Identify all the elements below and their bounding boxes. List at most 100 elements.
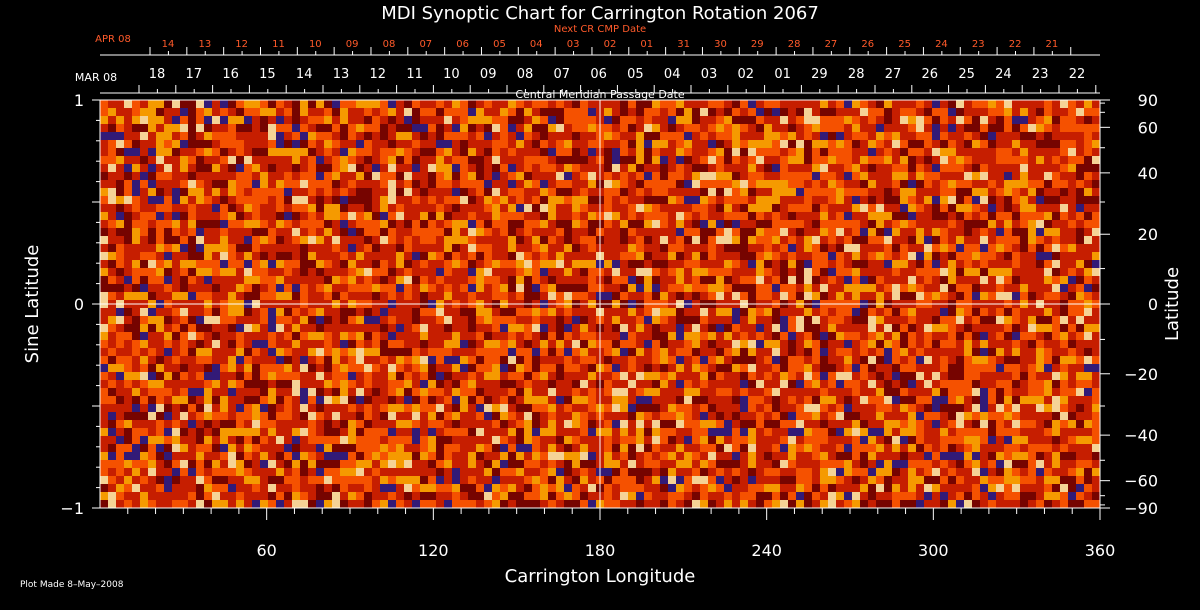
heatmap-cell xyxy=(676,260,684,268)
heatmap-cell xyxy=(956,316,964,324)
heatmap-cell xyxy=(580,380,588,388)
heatmap-cell xyxy=(764,116,772,124)
heatmap-cell xyxy=(908,316,916,324)
heatmap-cell xyxy=(1020,260,1028,268)
heatmap-cell xyxy=(964,284,972,292)
heatmap-cell xyxy=(620,332,628,340)
heatmap-cell xyxy=(324,244,332,252)
heatmap-cell xyxy=(452,372,460,380)
heatmap-cell xyxy=(756,156,764,164)
heatmap-cell xyxy=(636,340,644,348)
heatmap-cell xyxy=(100,132,108,140)
heatmap-cell xyxy=(1076,284,1084,292)
heatmap-cell xyxy=(532,164,540,172)
heatmap-cell xyxy=(772,324,780,332)
heatmap-cell xyxy=(868,220,876,228)
heatmap-cell xyxy=(140,284,148,292)
heatmap-cell xyxy=(796,148,804,156)
heatmap-cell xyxy=(284,396,292,404)
heatmap-cell xyxy=(532,124,540,132)
heatmap-cell xyxy=(548,356,556,364)
heatmap-cell xyxy=(444,324,452,332)
heatmap-cell xyxy=(964,252,972,260)
heatmap-cell xyxy=(812,124,820,132)
heatmap-cell xyxy=(188,356,196,364)
heatmap-cell xyxy=(604,228,612,236)
heatmap-cell xyxy=(284,284,292,292)
heatmap-cell xyxy=(428,380,436,388)
heatmap-cell xyxy=(460,316,468,324)
heatmap-cell xyxy=(532,180,540,188)
heatmap-cell xyxy=(1020,108,1028,116)
heatmap-cell xyxy=(540,372,548,380)
heatmap-cell xyxy=(868,332,876,340)
heatmap-cell xyxy=(996,212,1004,220)
heatmap-cell xyxy=(252,180,260,188)
heatmap-cell xyxy=(556,172,564,180)
heatmap-cell xyxy=(196,308,204,316)
heatmap-cell xyxy=(452,324,460,332)
heatmap-cell xyxy=(364,292,372,300)
heatmap-cell xyxy=(948,100,956,108)
heatmap-cell xyxy=(852,172,860,180)
heatmap-cell xyxy=(700,364,708,372)
heatmap-cell xyxy=(404,156,412,164)
heatmap-cell xyxy=(972,268,980,276)
heatmap-cell xyxy=(284,356,292,364)
heatmap-cell xyxy=(540,252,548,260)
heatmap-cell xyxy=(388,324,396,332)
heatmap-cell xyxy=(772,372,780,380)
heatmap-cell xyxy=(844,180,852,188)
heatmap-cell xyxy=(188,404,196,412)
heatmap-cell xyxy=(820,308,828,316)
heatmap-cell xyxy=(460,180,468,188)
heatmap-cell xyxy=(100,372,108,380)
heatmap-cell xyxy=(516,404,524,412)
heatmap-cell xyxy=(676,268,684,276)
heatmap-cell xyxy=(444,380,452,388)
heatmap-cell xyxy=(260,412,268,420)
heatmap-cell xyxy=(780,388,788,396)
heatmap-cell xyxy=(588,316,596,324)
heatmap-cell xyxy=(220,100,228,108)
heatmap-cell xyxy=(196,140,204,148)
heatmap-cell xyxy=(252,292,260,300)
heatmap-cell xyxy=(644,276,652,284)
heatmap-cell xyxy=(460,220,468,228)
heatmap-cell xyxy=(1060,164,1068,172)
heatmap-cell xyxy=(412,276,420,284)
heatmap-cell xyxy=(444,132,452,140)
heatmap-cell xyxy=(924,308,932,316)
heatmap-cell xyxy=(356,188,364,196)
heatmap-cell xyxy=(228,124,236,132)
heatmap-cell xyxy=(628,356,636,364)
heatmap-cell xyxy=(756,404,764,412)
heatmap-cell xyxy=(340,140,348,148)
heatmap-cell xyxy=(740,228,748,236)
heatmap-cell xyxy=(116,316,124,324)
heatmap-cell xyxy=(804,140,812,148)
heatmap-cell xyxy=(836,396,844,404)
heatmap-cell xyxy=(156,276,164,284)
heatmap-cell xyxy=(180,372,188,380)
heatmap-cell xyxy=(1076,356,1084,364)
heatmap-cell xyxy=(172,220,180,228)
heatmap-cell xyxy=(180,364,188,372)
heatmap-cell xyxy=(612,180,620,188)
heatmap-cell xyxy=(540,124,548,132)
heatmap-cell xyxy=(380,364,388,372)
heatmap-cell xyxy=(356,164,364,172)
heatmap-cell xyxy=(660,100,668,108)
heatmap-cell xyxy=(436,372,444,380)
heatmap-cell xyxy=(1044,188,1052,196)
heatmap-cell xyxy=(468,292,476,300)
heatmap-cell xyxy=(108,332,116,340)
heatmap-cell xyxy=(844,292,852,300)
heatmap-cell xyxy=(116,132,124,140)
heatmap-cell xyxy=(268,140,276,148)
heatmap-cell xyxy=(884,124,892,132)
heatmap-cell xyxy=(860,148,868,156)
heatmap-cell xyxy=(924,284,932,292)
heatmap-cell xyxy=(156,116,164,124)
heatmap-cell xyxy=(940,348,948,356)
